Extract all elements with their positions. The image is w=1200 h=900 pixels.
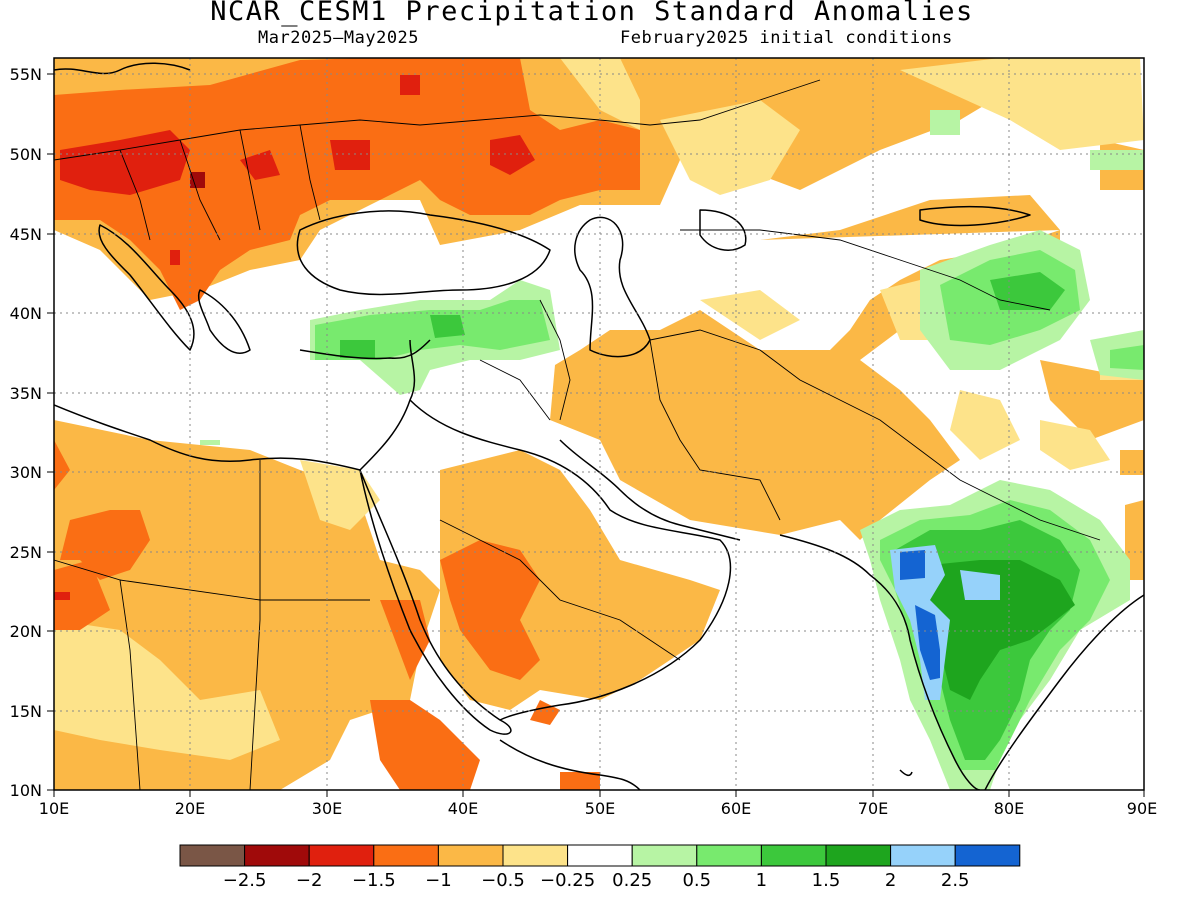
legend-colorbar [179, 844, 1021, 867]
legend-label: 0.25 [612, 870, 652, 891]
lon-label: 20E [175, 799, 205, 818]
legend-label: −2 [296, 870, 323, 891]
anomaly-field [54, 58, 1144, 790]
map-title: NCAR_CESM1 Precipitation Standard Anomal… [210, 0, 974, 27]
legend-swatch [631, 844, 698, 867]
forecast-period: Mar2025–May2025 [258, 28, 420, 48]
graticule [54, 58, 1144, 790]
lat-labels: 55N 50N 45N 40N 35N 30N 25N 20N 15N 10N [10, 65, 42, 800]
legend-label: −2.5 [223, 870, 267, 891]
anomaly-region-max [900, 550, 940, 680]
lon-label: 80E [994, 799, 1024, 818]
legend-swatch [825, 844, 892, 867]
legend-swatch [308, 844, 375, 867]
map-frame [53, 57, 1145, 791]
legend-swatch [954, 844, 1021, 867]
lat-label: 25N [10, 543, 42, 562]
legend-swatch [179, 844, 246, 867]
lon-label: 10E [39, 799, 69, 818]
lon-label: 30E [312, 799, 342, 818]
initial-conditions: February2025 initial conditions [620, 28, 953, 48]
legend-swatch [502, 844, 569, 867]
lat-label: 45N [10, 225, 42, 244]
legend-label: 2 [885, 870, 896, 891]
legend-label: −0.25 [540, 870, 595, 891]
lat-label: 20N [10, 622, 42, 641]
legend-swatch [760, 844, 827, 867]
lat-label: 50N [10, 145, 42, 164]
lon-label: 70E [858, 799, 888, 818]
legend-label: 0.5 [682, 870, 711, 891]
legend-label: −1 [425, 870, 452, 891]
anomaly-region-minus-1 [54, 58, 640, 790]
lon-label: 90E [1127, 799, 1157, 818]
legend-swatch [890, 844, 956, 867]
lon-label: 60E [721, 799, 751, 818]
legend-label: 1 [756, 870, 767, 891]
legend-swatch [696, 844, 762, 867]
legend-label: 1.5 [812, 870, 841, 891]
lat-label: 40N [10, 304, 42, 323]
legend-label: 2.5 [941, 870, 970, 891]
legend-swatch [373, 844, 439, 867]
legend-label: −0.5 [481, 870, 525, 891]
legend-swatch [244, 844, 310, 867]
legend-labels: −2.5 −2 −1.5 −1 −0.5 −0.25 0.25 0.5 1 1.5 2 2.5 [223, 870, 970, 891]
lon-labels: 10E 20E 30E 40E 50E 60E 70E 80E 90E [39, 799, 1157, 818]
legend-label: −1.5 [352, 870, 396, 891]
anomaly-region-minus-2 [190, 172, 205, 188]
lat-label: 10N [10, 781, 42, 800]
lon-label: 50E [585, 799, 615, 818]
country-borders [54, 79, 1101, 790]
legend-swatch [437, 844, 504, 867]
coastlines [54, 62, 1144, 790]
lat-label: 55N [10, 65, 42, 84]
axis-ticks [47, 73, 1145, 797]
legend-swatch [567, 844, 633, 867]
lat-label: 30N [10, 463, 42, 482]
lon-label: 40E [448, 799, 478, 818]
lat-label: 35N [10, 384, 42, 403]
lat-label: 15N [10, 702, 42, 721]
